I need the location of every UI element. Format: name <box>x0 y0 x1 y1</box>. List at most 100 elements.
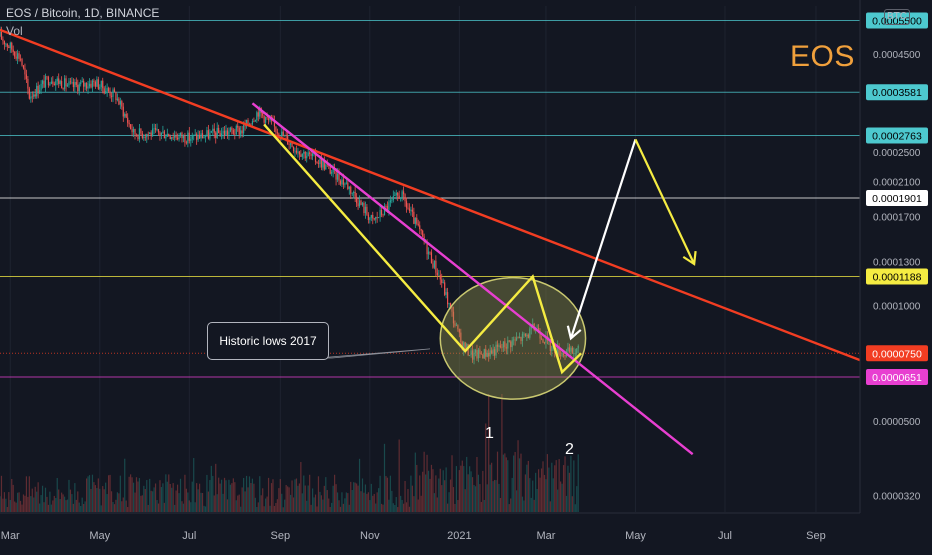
pattern-label-2[interactable]: 2 <box>565 441 574 458</box>
candle-body <box>88 83 91 87</box>
historic-lows-callout[interactable]: Historic lows 2017 <box>207 322 329 360</box>
candle-body <box>505 347 507 349</box>
volume-bar <box>15 502 17 512</box>
chart-header: EOS / Bitcoin, 1D, BINANCE Vol <box>6 6 159 39</box>
volume-bar <box>204 506 207 512</box>
volume-bar <box>187 492 189 512</box>
volume-bar <box>501 394 503 512</box>
volume-bar <box>5 498 7 512</box>
volume-bar <box>182 503 185 512</box>
candle-body <box>121 101 123 107</box>
volume-bar <box>181 501 183 512</box>
volume-bar <box>338 500 340 512</box>
candle-body <box>479 349 481 354</box>
volume-bar <box>382 504 384 512</box>
candle-body <box>40 83 42 91</box>
candle-body <box>198 134 201 139</box>
candle-body <box>452 311 455 324</box>
candle-body <box>243 125 245 134</box>
x-tick-label: Mar <box>536 530 555 542</box>
candle-body <box>6 43 8 47</box>
candle-body <box>316 161 318 164</box>
volume-bar <box>386 477 389 512</box>
volume-bar <box>413 496 415 512</box>
eos-text-label[interactable]: EOS <box>790 40 855 73</box>
candle-body <box>132 128 135 133</box>
drawings-layer[interactable] <box>0 28 861 456</box>
volume-bar <box>0 475 3 512</box>
volume-bar <box>49 491 51 512</box>
volume-bar <box>47 504 50 512</box>
candle-body <box>422 230 424 237</box>
volume-bar <box>135 477 138 512</box>
candle-body <box>12 49 14 52</box>
volume-bar <box>77 491 79 512</box>
volume-bar <box>130 474 132 512</box>
candle-body <box>507 340 509 349</box>
volume-bar <box>154 483 157 512</box>
volume-bar <box>508 504 510 512</box>
candle-body <box>410 209 412 211</box>
candle-body <box>433 260 436 268</box>
candle-body <box>11 42 13 50</box>
ellipse-layer[interactable] <box>439 276 587 400</box>
volume-bar <box>24 495 26 512</box>
volume-bar <box>454 503 456 512</box>
y-tick-label: 0.0004500 <box>873 50 921 61</box>
symbol-title[interactable]: EOS / Bitcoin, 1D, BINANCE <box>6 6 160 20</box>
volume-bar <box>313 497 315 512</box>
candle-body <box>137 135 139 140</box>
volume-bar <box>486 484 488 512</box>
candle-body <box>247 119 249 125</box>
volume-bar <box>215 463 217 512</box>
candle-body <box>83 80 85 87</box>
volume-bar <box>122 497 124 512</box>
projection-down-arrow <box>634 138 696 265</box>
candle-body <box>262 113 264 116</box>
candle-body <box>19 58 22 60</box>
volume-bar <box>306 500 308 512</box>
x-tick-label: Jul <box>182 530 196 542</box>
candle-body <box>300 154 302 157</box>
volume-bar <box>364 484 367 512</box>
pattern-label-1[interactable]: 1 <box>485 425 494 442</box>
candle-body <box>291 143 293 147</box>
candle-body <box>297 151 299 153</box>
candle-body <box>269 118 271 121</box>
candle-body <box>338 173 340 181</box>
candle-body <box>361 202 364 205</box>
candle-body <box>226 130 229 135</box>
volume-bar <box>479 484 481 512</box>
candle-body <box>536 327 538 329</box>
x-tick-label: Sep <box>271 530 291 542</box>
volume-bar <box>273 505 276 512</box>
volume-bar <box>157 503 160 512</box>
candle-body <box>310 154 312 156</box>
candle-body <box>448 303 450 305</box>
candle-body <box>417 223 419 226</box>
volume-bar <box>83 503 85 512</box>
candle-body <box>44 76 47 88</box>
candle-body <box>289 143 292 145</box>
volume-bar <box>210 465 212 512</box>
volume-bar <box>538 469 540 512</box>
volume-label[interactable]: Vol <box>6 24 23 38</box>
candle-body <box>110 95 113 97</box>
candle-body <box>329 165 331 174</box>
candle-body <box>14 51 16 57</box>
volume-bar <box>366 493 368 512</box>
volume-bar <box>109 474 111 512</box>
volume-bar <box>226 499 229 512</box>
candle-body <box>90 83 92 88</box>
volume-bar <box>378 488 380 512</box>
candle-body <box>228 131 230 135</box>
volume-bar <box>165 474 167 512</box>
volume-bar <box>339 506 342 512</box>
candle-body <box>30 96 32 99</box>
currency-badge[interactable]: BTC <box>884 9 910 25</box>
volume-bar <box>203 505 205 512</box>
volume-bar <box>507 460 509 512</box>
volume-bar <box>492 481 494 512</box>
